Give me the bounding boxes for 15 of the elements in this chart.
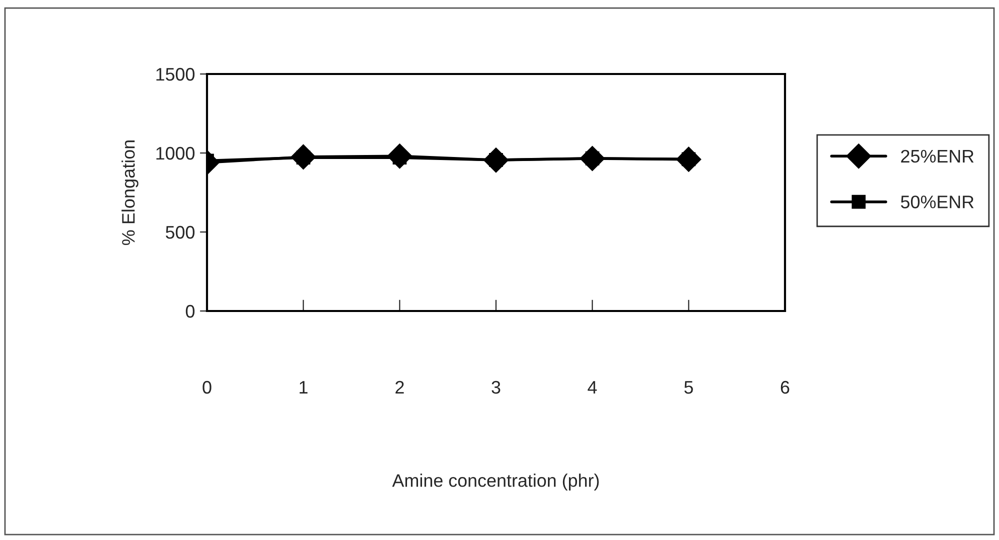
y-tick-label: 1000	[156, 146, 194, 160]
legend-label: 25%ENR	[901, 150, 974, 163]
x-tick-label: 4	[588, 381, 597, 394]
x-axis-title: Amine concentration (phr)	[392, 474, 599, 490]
y-axis-title: % Elongation	[122, 140, 138, 246]
x-tick-label: 5	[684, 381, 693, 394]
x-tick-label: 6	[780, 380, 790, 394]
x-tick-label: 2	[396, 380, 404, 394]
x-tick-label: 3	[492, 380, 500, 394]
x-tick-label: 1	[300, 381, 308, 394]
y-tick-label: 1500	[156, 68, 194, 81]
x-tick-label: 0	[202, 380, 212, 394]
y-tick-label: 0	[186, 304, 194, 318]
y-tick-label: 500	[166, 226, 194, 239]
legend-label: 50%ENR	[900, 196, 974, 208]
